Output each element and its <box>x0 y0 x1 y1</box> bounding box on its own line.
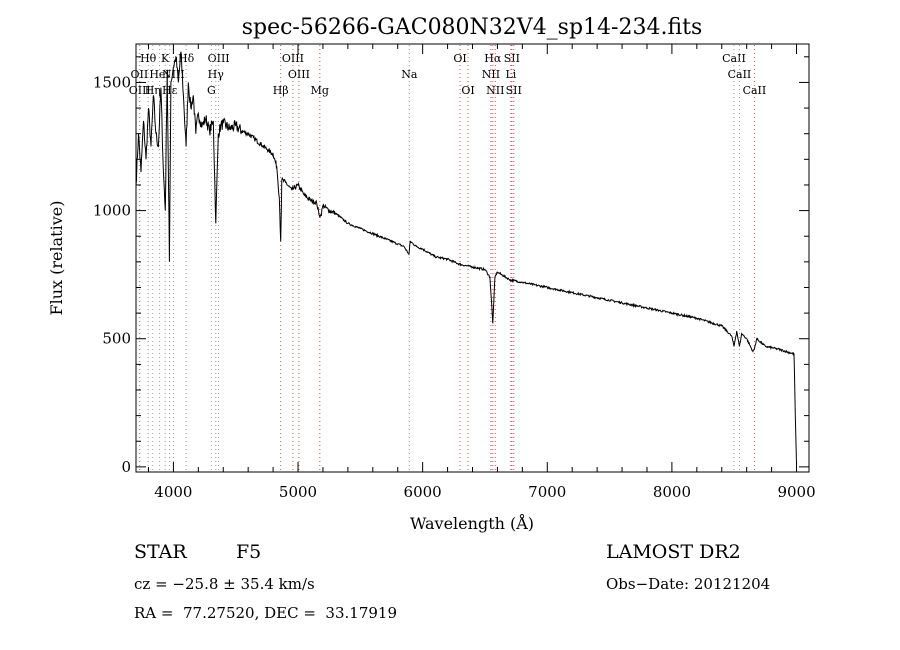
spectral-line-label: Hγ <box>208 68 225 81</box>
y-tick-label: 0 <box>121 458 131 476</box>
spectrum-line <box>135 51 797 465</box>
plot-frame <box>135 43 810 473</box>
spectral-line-label: Hε <box>162 84 178 97</box>
chart-title: spec-56266-GAC080N32V4_sp14-234.fits <box>242 15 703 40</box>
spectral-line-label: Hθ <box>140 52 157 65</box>
y-tick-label: 1500 <box>93 73 131 91</box>
x-tick-label: 6000 <box>404 483 442 501</box>
y-axis: 0 500 1000 1500 <box>93 56 809 476</box>
observation-date: Obs−Date: 20121204 <box>606 575 771 593</box>
redshift-velocity: cz = −25.8 ± 35.4 km/s <box>134 575 315 593</box>
spectral-line-label: OI <box>461 84 474 97</box>
spectral-subclass: F5 <box>236 541 262 563</box>
spectral-line-label: OII <box>131 68 149 81</box>
spectral-line-label: OIII <box>208 52 230 65</box>
x-tick-label: 4000 <box>154 483 192 501</box>
spectral-line-label: Hδ <box>178 52 195 65</box>
spectral-line-label: SII <box>504 52 520 65</box>
coordinates: RA = 77.27520, DEC = 33.17919 <box>134 604 398 622</box>
spectral-line-label: NII <box>482 68 500 81</box>
spectral-line-label: Na <box>401 68 418 81</box>
spectral-line-label: OIII <box>129 84 151 97</box>
spectral-line-label: OIII <box>282 52 304 65</box>
spectral-line-label: CaII <box>728 68 752 81</box>
y-tick-label: 500 <box>102 330 131 348</box>
spectral-line-label: G <box>207 84 216 97</box>
x-tick-label: 9000 <box>777 483 815 501</box>
spectral-line-label: SII <box>506 84 522 97</box>
x-tick-label: 8000 <box>653 483 691 501</box>
spectral-line-label: CaII <box>743 84 767 97</box>
spectral-line-label: OI <box>453 52 466 65</box>
x-tick-label: 5000 <box>279 483 317 501</box>
object-class: STAR <box>134 541 187 563</box>
spectral-line-label: Hα <box>484 52 502 65</box>
spectral-line-label: Mg <box>311 84 329 97</box>
spectral-line-label: K <box>161 52 170 65</box>
spectral-line-label: Hη <box>145 84 161 97</box>
spectral-line-label: Li <box>505 68 516 81</box>
survey-name: LAMOST DR2 <box>606 541 741 563</box>
spectral-line-label: Hβ <box>273 84 289 97</box>
spectral-line-label: CaII <box>722 52 746 65</box>
y-tick-label: 1000 <box>93 202 131 220</box>
spectral-line-label: NII <box>486 84 504 97</box>
y-axis-label: Flux (relative) <box>47 201 66 316</box>
x-axis: 4000 5000 6000 7000 8000 9000 <box>147 44 816 501</box>
spectral-line-label: HeI <box>149 68 169 81</box>
x-tick-label: 7000 <box>528 483 566 501</box>
spectral-line-label: OIII <box>288 68 310 81</box>
x-axis-label: Wavelength (Å) <box>410 513 534 533</box>
